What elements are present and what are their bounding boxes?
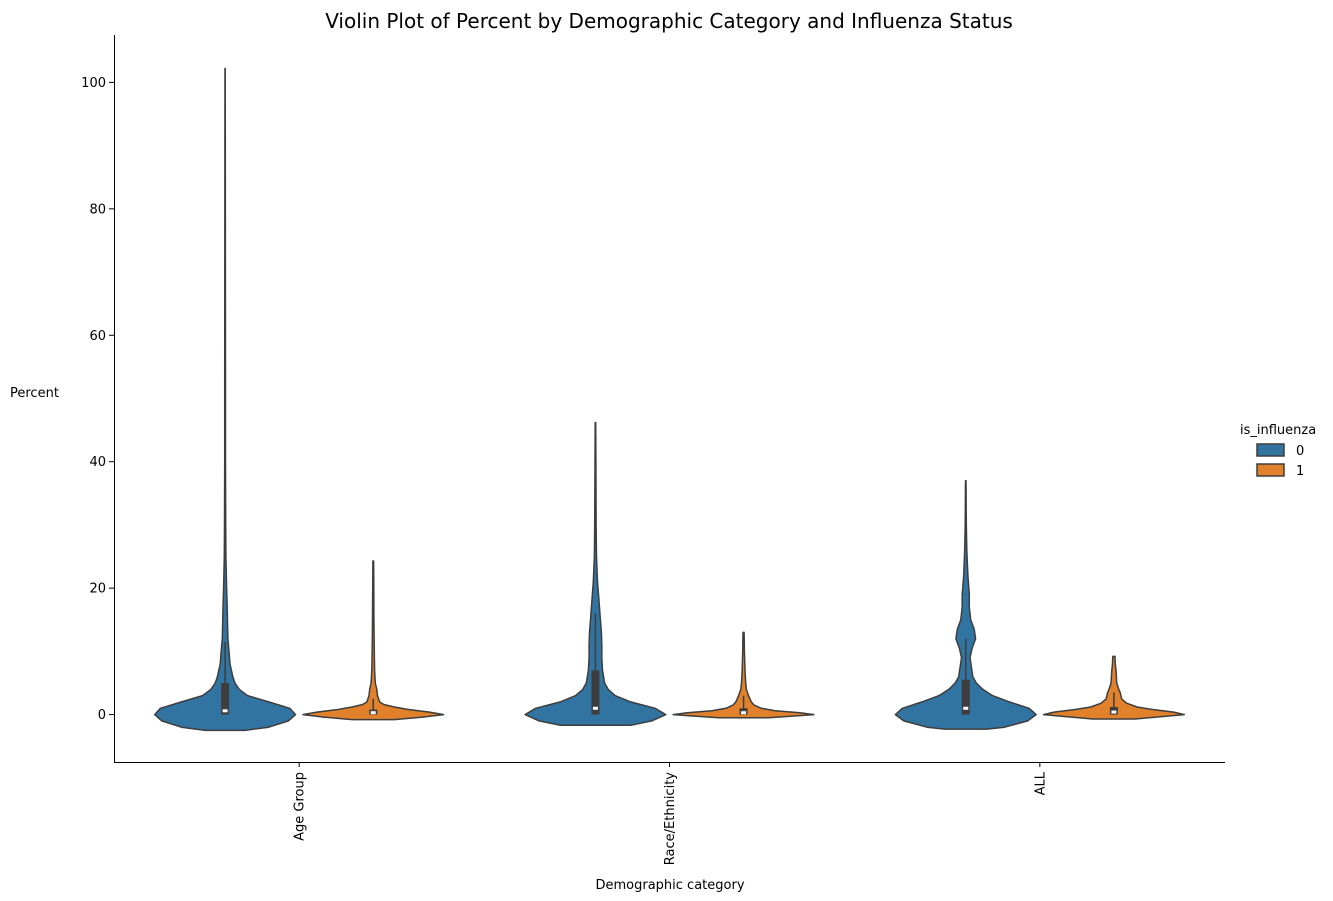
legend: is_influenza 0 1 xyxy=(1240,423,1316,479)
violin-median xyxy=(222,709,228,713)
violin-ALL-hue-0 xyxy=(894,479,1037,730)
x-tick-label: Age Group xyxy=(293,772,308,841)
violin-median xyxy=(592,706,598,710)
violin-body xyxy=(524,421,667,727)
violin-body xyxy=(1042,655,1186,720)
violin-iqr-box xyxy=(591,670,600,715)
violin-iqr-box xyxy=(961,679,970,715)
x-ticks: Age Group Race/Ethnicity ALL xyxy=(293,762,1048,865)
y-tick-label: 100 xyxy=(81,76,106,91)
violin-Race/Ethnicity-hue-0 xyxy=(524,421,667,727)
violin-ALL-hue-1 xyxy=(1042,655,1186,720)
plot-area xyxy=(153,67,1186,732)
legend-title: is_influenza xyxy=(1240,423,1316,438)
violin-median xyxy=(963,706,969,710)
x-tick-label: ALL xyxy=(1033,771,1048,795)
violin-median xyxy=(370,711,376,715)
violin-median xyxy=(741,711,747,715)
violin-body xyxy=(153,67,297,732)
violin-iqr-box xyxy=(221,682,230,715)
chart-title: Violin Plot of Percent by Demographic Ca… xyxy=(325,9,1013,33)
violin-body xyxy=(302,560,445,721)
y-tick-label: 40 xyxy=(89,455,106,470)
violin-body xyxy=(672,631,815,719)
y-tick-label: 80 xyxy=(89,202,106,217)
axes xyxy=(114,35,1225,763)
legend-swatch-1 xyxy=(1256,463,1285,477)
y-axis-label: Percent xyxy=(10,386,59,401)
x-axis-label: Demographic category xyxy=(595,878,744,893)
violin-body xyxy=(894,479,1037,730)
legend-label-1: 1 xyxy=(1296,464,1304,479)
y-tick-label: 20 xyxy=(89,582,106,597)
violin-Age Group-hue-1 xyxy=(302,560,445,721)
x-tick-label: Race/Ethnicity xyxy=(663,772,678,865)
legend-label-0: 0 xyxy=(1296,444,1304,459)
legend-swatch-0 xyxy=(1256,443,1285,457)
violin-Age Group-hue-0 xyxy=(153,67,297,732)
violin-median xyxy=(1111,710,1117,714)
y-tick-label: 0 xyxy=(98,708,106,723)
y-tick-label: 60 xyxy=(89,329,106,344)
violin-Race/Ethnicity-hue-1 xyxy=(672,631,815,719)
y-ticks: 0 20 40 60 80 100 xyxy=(81,76,114,723)
